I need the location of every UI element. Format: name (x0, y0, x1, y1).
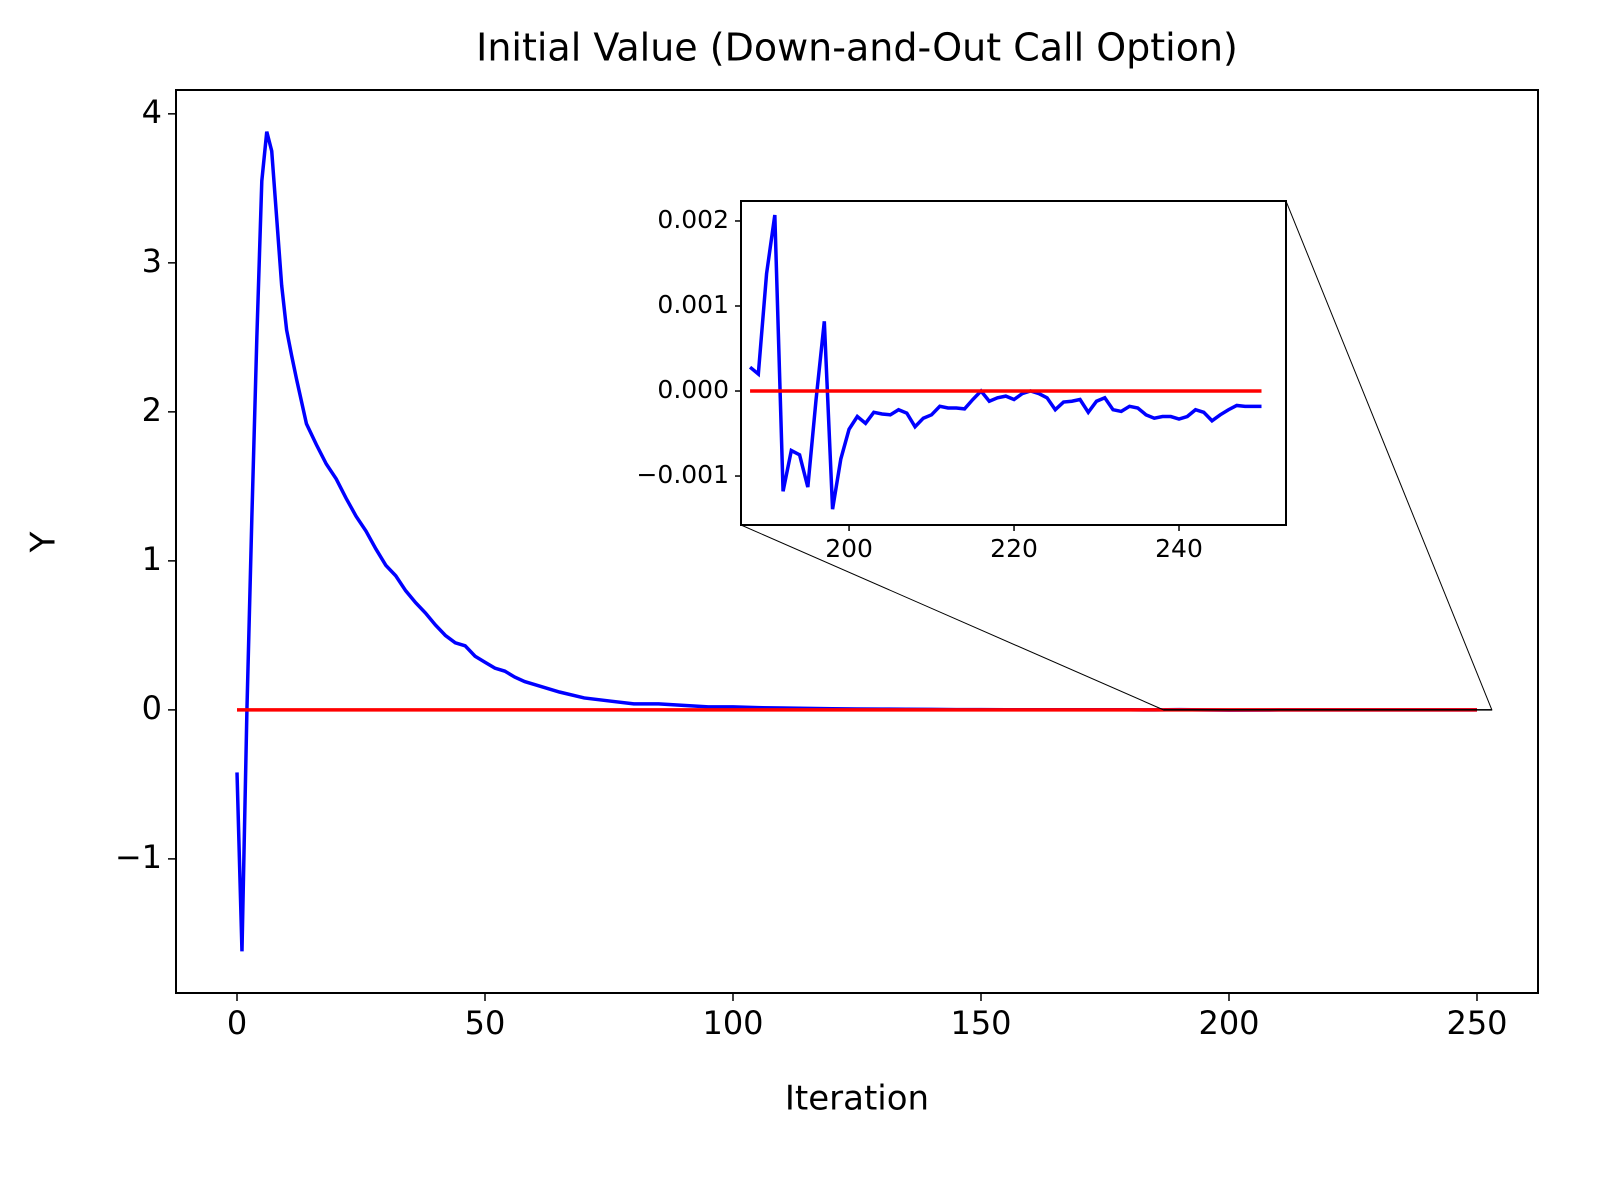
x-axis-label: Iteration (785, 1079, 929, 1119)
y-axis-label: Y (24, 531, 64, 553)
axes-frame (740, 200, 1287, 526)
x-tick-label: 200 (825, 534, 873, 563)
y-tick-label: 0.001 (657, 290, 729, 319)
y-tick-label: −1 (115, 838, 162, 876)
x-tick-label: 0 (227, 1004, 247, 1042)
zoom-region (1163, 709, 1493, 711)
y-tick-label: 0.002 (657, 205, 729, 234)
x-tick-label: 250 (1446, 1004, 1507, 1042)
zoom-connector (1285, 200, 1493, 710)
x-tick-label: 240 (1155, 534, 1203, 563)
chart-title: Initial Value (Down-and-Out Call Option) (476, 26, 1238, 70)
y-tick-label: 1 (142, 540, 162, 578)
x-tick-label: 150 (950, 1004, 1011, 1042)
y-tick-label: −0.001 (636, 460, 729, 489)
y-tick-label: 0 (142, 689, 162, 727)
data-line (748, 214, 1262, 510)
zoom-connector (740, 524, 1165, 711)
axes-frame (175, 89, 1539, 994)
x-tick-label: 220 (990, 534, 1038, 563)
y-tick-label: 2 (142, 391, 162, 429)
x-tick-label: 200 (1198, 1004, 1259, 1042)
y-tick-label: 3 (142, 242, 162, 280)
y-tick-label: 0.000 (657, 375, 729, 404)
y-tick-label: 4 (142, 93, 162, 131)
x-tick-label: 100 (702, 1004, 763, 1042)
plot-area (741, 201, 1286, 525)
x-tick-label: 50 (465, 1004, 506, 1042)
